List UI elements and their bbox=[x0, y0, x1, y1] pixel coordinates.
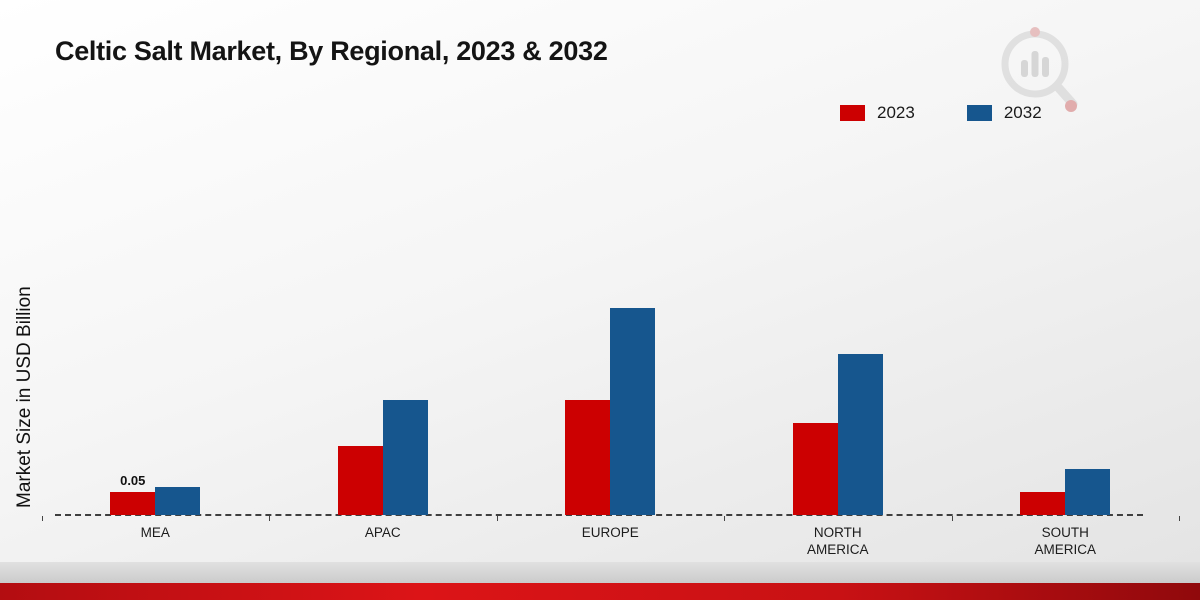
legend-item-2032: 2032 bbox=[966, 103, 1042, 123]
legend-label-2032: 2032 bbox=[1003, 103, 1042, 122]
x-axis-label-north-america: NORTH AMERICA bbox=[806, 525, 869, 557]
bar-2032-south-america bbox=[1065, 469, 1111, 515]
x-axis-line bbox=[55, 514, 1143, 516]
chart-title: Celtic Salt Market, By Regional, 2023 & … bbox=[55, 36, 608, 66]
x-axis-tick bbox=[1179, 516, 1180, 521]
bar-2023-north-america bbox=[792, 423, 838, 515]
footer-red-band bbox=[0, 583, 1200, 600]
x-axis-label-south-america: SOUTH AMERICA bbox=[1034, 525, 1096, 557]
brand-watermark-logo bbox=[1001, 27, 1078, 112]
bar-2023-apac bbox=[337, 446, 383, 515]
bar-2023-mea bbox=[110, 492, 156, 515]
bar-2023-south-america bbox=[1020, 492, 1066, 515]
bar-2032-europe bbox=[610, 308, 656, 515]
x-axis-label-mea: MEA bbox=[140, 525, 170, 540]
bar-value-label-mea: 0.05 bbox=[120, 473, 146, 488]
bar-2032-mea bbox=[155, 487, 201, 515]
legend-item-2023: 2023 bbox=[840, 103, 915, 123]
legend-swatch-2023 bbox=[840, 105, 865, 121]
bar-2032-apac bbox=[382, 400, 428, 515]
x-axis-tick bbox=[951, 516, 953, 521]
x-axis-tick bbox=[724, 516, 725, 521]
legend: 2023 2032 bbox=[840, 103, 1042, 123]
y-axis-label: Market Size in USD Billion bbox=[14, 286, 35, 508]
x-axis-label-europe: EUROPE bbox=[581, 525, 639, 540]
x-axis-tick bbox=[41, 516, 43, 521]
legend-label-2023: 2023 bbox=[877, 103, 915, 122]
legend-swatch-2032 bbox=[966, 105, 992, 121]
x-axis-tick bbox=[496, 516, 498, 521]
x-axis-label-apac: APAC bbox=[364, 525, 401, 540]
bar-2023-europe bbox=[565, 400, 611, 515]
footer-gray-band bbox=[0, 562, 1200, 583]
bar-2032-north-america bbox=[837, 354, 883, 515]
x-axis-tick bbox=[269, 516, 270, 521]
